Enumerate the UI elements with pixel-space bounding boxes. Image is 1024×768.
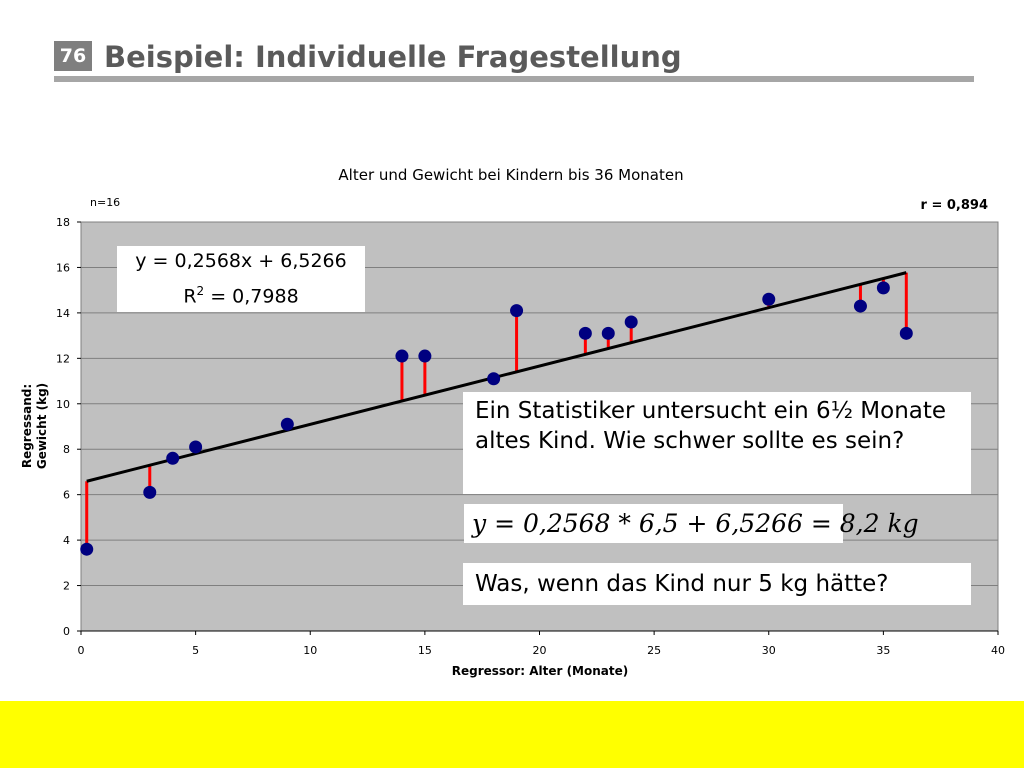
data-point xyxy=(762,292,776,306)
y-tick-label: 18 xyxy=(56,216,70,229)
followup-callout: Was, wenn das Kind nur 5 kg hätte? xyxy=(463,563,971,605)
data-point xyxy=(487,372,501,386)
x-tick-label: 20 xyxy=(533,644,547,657)
x-tick-label: 30 xyxy=(762,644,776,657)
x-tick-label: 15 xyxy=(418,644,432,657)
data-point xyxy=(395,349,409,363)
y-tick-label: 12 xyxy=(56,352,70,365)
regression-equation: y = 0,2568x + 6,5266 xyxy=(135,250,347,272)
data-point xyxy=(853,299,867,313)
data-point xyxy=(418,349,432,363)
axis-ticks: 0 2 4 6 8 10 12 14 16 18 0 5 10 15 20 25 30 35 40 xyxy=(56,216,1005,657)
data-point xyxy=(189,440,203,454)
sample-size-note: n=16 xyxy=(90,196,120,209)
x-tick-label: 35 xyxy=(876,644,890,657)
r-squared-value: = 0,7988 xyxy=(204,285,299,308)
x-axis-label: Regressor: Alter (Monate) xyxy=(452,664,629,678)
x-tick-label: 0 xyxy=(78,644,85,657)
y-axis-label-line1: Regressand: xyxy=(20,384,34,468)
data-point xyxy=(166,451,180,465)
y-tick-label: 6 xyxy=(63,489,70,502)
footer-bar xyxy=(0,701,1024,768)
question-callout: Ein Statistiker untersucht ein 6½ Monate… xyxy=(463,392,971,494)
x-tick-label: 5 xyxy=(192,644,199,657)
data-point xyxy=(143,485,157,499)
y-tick-label: 10 xyxy=(56,398,70,411)
data-point xyxy=(876,281,890,295)
y-tick-label: 2 xyxy=(63,580,70,593)
chart-title: Alter und Gewicht bei Kindern bis 36 Mon… xyxy=(338,166,683,184)
data-point xyxy=(601,326,615,340)
r-squared-symbol: R xyxy=(183,285,197,308)
y-tick-label: 14 xyxy=(56,307,70,320)
slide-number: 76 xyxy=(54,41,92,71)
y-tick-label: 0 xyxy=(63,625,70,638)
regression-equation-box: y = 0,2568x + 6,5266 R2 = 0,7988 xyxy=(117,246,365,312)
data-point xyxy=(624,315,638,329)
y-tick-label: 16 xyxy=(56,261,70,274)
x-tick-label: 25 xyxy=(647,644,661,657)
r-squared-exponent: 2 xyxy=(196,284,205,298)
data-point xyxy=(280,417,294,431)
data-points xyxy=(80,281,913,556)
r-squared-label: R2 = 0,7988 xyxy=(117,276,365,311)
y-tick-label: 8 xyxy=(63,443,70,456)
prediction-formula: y = 0,2568 * 6,5 + 6,5266 = 8,2 kg xyxy=(464,504,919,543)
title-divider xyxy=(54,76,974,82)
x-tick-label: 10 xyxy=(303,644,317,657)
y-axis-label-line2: Gewicht (kg) xyxy=(35,383,49,469)
correlation-note: r = 0,894 xyxy=(921,198,988,213)
slide-title: Beispiel: Individuelle Fragestellung xyxy=(104,40,682,74)
y-tick-label: 4 xyxy=(63,534,70,547)
data-point xyxy=(510,304,524,318)
data-point xyxy=(899,326,913,340)
x-tick-label: 40 xyxy=(991,644,1005,657)
data-point xyxy=(578,326,592,340)
data-point xyxy=(80,542,94,556)
